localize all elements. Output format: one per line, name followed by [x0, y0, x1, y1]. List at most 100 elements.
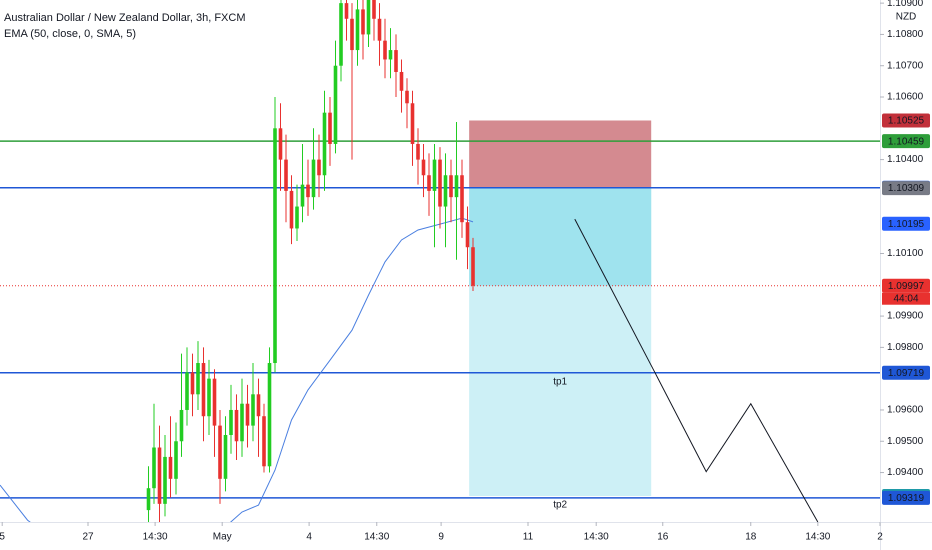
- candle-body: [388, 50, 393, 60]
- candle-body: [405, 90, 409, 104]
- candle-body: [157, 447, 162, 504]
- plot-area: tp1 tp2: [0, 0, 880, 522]
- candle-body: [278, 128, 283, 160]
- price-tag: [882, 134, 930, 149]
- candle-body: [146, 488, 151, 511]
- candle-body: [256, 394, 261, 417]
- candle-body: [295, 206, 299, 229]
- candle-body: [339, 3, 343, 66]
- x-tick-label: 14:30: [364, 532, 389, 543]
- candle-body: [372, 0, 376, 19]
- price-tag-label: 1.10459: [888, 136, 925, 147]
- candle-body: [394, 50, 398, 72]
- price-tag-label: 1.10309: [888, 183, 925, 194]
- candle-body: [196, 363, 200, 395]
- candle-body: [328, 112, 332, 144]
- candle-body: [240, 403, 244, 442]
- price-tag-label: 1.09719: [888, 368, 925, 379]
- x-tick-label: 14:30: [805, 532, 830, 543]
- candle-body: [245, 403, 250, 426]
- x-tick-label: 27: [82, 532, 94, 543]
- candle-body: [465, 222, 470, 248]
- candle-body: [333, 65, 338, 144]
- candle-body: [306, 184, 310, 198]
- y-tick-label: 1.10800: [887, 29, 924, 40]
- x-tick-label: May: [213, 532, 232, 543]
- y-tick-label: 1.09500: [887, 436, 924, 447]
- candle-body: [366, 0, 371, 35]
- price-tag: [882, 181, 930, 196]
- x-tick-label: 18: [745, 532, 757, 543]
- candle-body: [311, 159, 316, 198]
- candle-body: [361, 9, 365, 35]
- candle-body: [454, 175, 459, 198]
- candle-body: [234, 409, 239, 442]
- x-tick-label: 9: [438, 532, 444, 543]
- candle-body: [471, 247, 475, 286]
- candle-body: [410, 103, 415, 144]
- countdown-tag: [882, 292, 930, 305]
- candle-body: [185, 372, 189, 410]
- countdown-label: 44:04: [893, 293, 918, 304]
- candle-body: [218, 425, 222, 479]
- target-label: tp1: [553, 376, 567, 387]
- candle-body: [443, 175, 448, 207]
- y-tick-label: 1.10700: [887, 60, 924, 71]
- candle-body: [168, 456, 173, 479]
- candle-body: [383, 40, 387, 60]
- x-tick-label: 14:30: [584, 532, 609, 543]
- chart-title: Australian Dollar / New Zealand Dollar, …: [4, 12, 245, 24]
- x-tick-label: 4: [306, 532, 312, 543]
- price-tag: [882, 216, 930, 231]
- candle-body: [377, 18, 382, 41]
- candle-body: [421, 159, 426, 176]
- position-open-profit: [469, 188, 652, 286]
- price-tag: [882, 365, 930, 380]
- candle-body: [449, 175, 453, 198]
- candle-body: [212, 378, 217, 426]
- y-tick-label: 1.09900: [887, 311, 924, 322]
- x-tick-label: 2: [877, 532, 883, 543]
- candle-body: [438, 159, 442, 207]
- x-tick-label: 14:30: [143, 532, 168, 543]
- x-tick-label: 5: [0, 532, 5, 543]
- candle-body: [317, 159, 321, 176]
- x-tick-label: 16: [657, 532, 669, 543]
- candle-body: [416, 143, 420, 160]
- candle-body: [174, 441, 178, 479]
- candle-body: [432, 159, 437, 191]
- price-tag: [882, 113, 930, 128]
- ema-line: [0, 217, 474, 522]
- price-tag-label: 1.09997: [888, 281, 925, 292]
- candle-body: [207, 378, 211, 417]
- candle-body: [344, 3, 349, 19]
- y-tick-label: 1.09400: [887, 467, 924, 478]
- candle-body: [179, 409, 184, 442]
- indicator-label: EMA (50, close, 0, SMA, 5): [4, 28, 136, 40]
- candle-body: [163, 456, 167, 504]
- candle-body: [262, 416, 266, 467]
- candle-body: [251, 394, 255, 426]
- candle-body: [190, 372, 195, 395]
- price-tag-label: 1.10195: [888, 219, 925, 230]
- candle-body: [350, 18, 354, 51]
- candle-body: [355, 9, 360, 51]
- candle-body: [322, 112, 327, 176]
- price-tag: [882, 490, 930, 505]
- currency-label: NZD: [896, 12, 917, 23]
- candle-body: [201, 363, 206, 417]
- price-tag: [882, 278, 930, 293]
- candle-body: [427, 175, 431, 191]
- candle-body: [300, 184, 305, 207]
- y-tick-label: 1.09600: [887, 405, 924, 416]
- y-tick-label: 1.10100: [887, 248, 924, 259]
- position-stop-zone: [469, 120, 652, 189]
- candle-body: [229, 409, 233, 435]
- price-tag-label: 1.09319: [888, 493, 925, 504]
- candle-body: [399, 71, 404, 91]
- y-tick-label: 1.10900: [887, 0, 924, 9]
